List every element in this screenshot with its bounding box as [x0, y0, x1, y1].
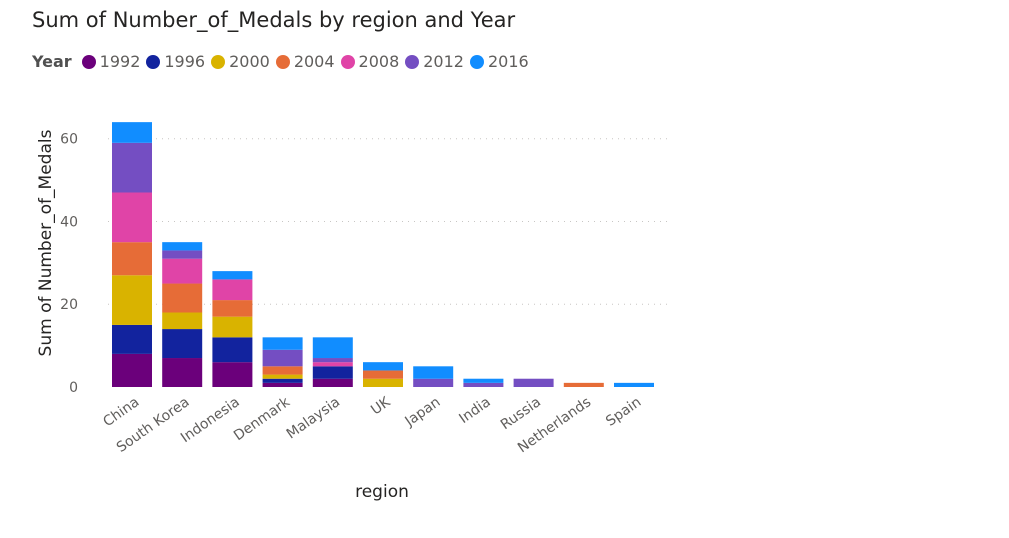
x-tick-label: UK [368, 394, 394, 419]
bar-segment-china-1992[interactable] [112, 353, 152, 387]
legend-label: 2016 [487, 52, 529, 71]
bar-segment-south-korea-1996[interactable] [162, 329, 203, 359]
bar-segment-indonesia-2004[interactable] [212, 300, 253, 317]
bar-segment-indonesia-1996[interactable] [212, 337, 253, 363]
x-axis-title: region [355, 482, 409, 502]
bar-segment-japan-2012[interactable] [413, 378, 454, 387]
bar-segment-south-korea-2012[interactable] [162, 250, 203, 259]
legend-item-1992[interactable]: 1992 [81, 52, 141, 71]
legend-item-1996[interactable]: 1996 [146, 52, 205, 71]
legend-label: 2012 [423, 52, 464, 71]
bar-segment-china-1996[interactable] [112, 324, 152, 354]
bar-segment-china-2008[interactable] [112, 192, 152, 243]
bar-segment-south-korea-2000[interactable] [162, 312, 203, 330]
legend-title: Year [32, 52, 72, 71]
bar-segment-indonesia-2016[interactable] [212, 271, 253, 280]
legend-dot [211, 54, 226, 69]
bar-segment-china-2016[interactable] [112, 122, 152, 143]
bar-segment-denmark-2000[interactable] [262, 374, 303, 379]
legend-dot [146, 54, 161, 69]
bar-segment-malaysia-2016[interactable] [312, 337, 353, 359]
bar-segment-uk-2016[interactable] [363, 362, 403, 371]
gridlines [108, 138, 672, 305]
legend-dot [469, 54, 484, 69]
legend-label: 2000 [229, 52, 270, 71]
bar-segment-uk-2000[interactable] [363, 378, 403, 387]
legend-item-2012[interactable]: 2012 [405, 52, 464, 71]
bar-segment-denmark-2012[interactable] [262, 349, 303, 367]
legend-item-2008[interactable]: 2008 [340, 52, 400, 71]
chart-title: Sum of Number_of_Medals by region and Ye… [32, 8, 516, 32]
legend-dot [81, 54, 96, 69]
bar-segment-japan-2016[interactable] [413, 366, 454, 379]
legend-label: 1992 [99, 52, 141, 71]
bar-segment-india-2016[interactable] [463, 378, 504, 383]
bar-segment-indonesia-2000[interactable] [212, 316, 253, 338]
bar-segment-china-2004[interactable] [112, 242, 152, 276]
y-tick-label: 20 [60, 297, 78, 313]
bar-segment-netherlands-2004[interactable] [563, 382, 604, 387]
bar-segment-indonesia-1992[interactable] [212, 362, 253, 387]
y-tick-label: 0 [69, 380, 78, 396]
bar-segment-india-2012[interactable] [463, 382, 504, 387]
x-tick-label: Spain [603, 394, 644, 430]
x-tick-label: India [456, 394, 493, 427]
y-tick-label: 60 [60, 132, 78, 148]
y-tick-label: 40 [60, 214, 78, 230]
bar-segment-malaysia-1992[interactable] [312, 378, 353, 387]
y-axis-ticks: 0 20 40 60 [60, 132, 78, 396]
legend: Year 1992 1996 2000 2004 2008 2012 2016 [32, 52, 535, 71]
bar-segment-indonesia-2008[interactable] [212, 279, 253, 301]
bar-segment-south-korea-2016[interactable] [162, 242, 203, 251]
x-tick-label: China [100, 394, 142, 430]
bar-segment-russia-2012[interactable] [513, 378, 554, 387]
bar-segment-south-korea-2004[interactable] [162, 283, 203, 313]
x-tick-label: Japan [402, 394, 444, 430]
legend-dot [340, 54, 355, 69]
bar-segment-malaysia-2008[interactable] [312, 362, 353, 367]
bars [112, 122, 654, 387]
legend-label: 1996 [164, 52, 206, 71]
bar-segment-denmark-1992[interactable] [262, 382, 303, 387]
bar-segment-china-2012[interactable] [112, 142, 152, 193]
bar-segment-denmark-1996[interactable] [262, 378, 303, 383]
bar-segment-china-2000[interactable] [112, 275, 152, 325]
y-axis-title: Sum of Number_of_Medals [36, 129, 56, 356]
bar-segment-denmark-2016[interactable] [262, 337, 303, 350]
bar-segment-denmark-2004[interactable] [262, 366, 303, 375]
x-tick-label: Denmark [231, 394, 294, 445]
legend-item-2016[interactable]: 2016 [469, 52, 529, 71]
legend-items: 1992 1996 2000 2004 2008 2012 2016 [81, 52, 535, 71]
bar-segment-malaysia-1996[interactable] [312, 366, 353, 379]
legend-label: 2008 [358, 52, 400, 71]
bar-segment-south-korea-1992[interactable] [162, 358, 203, 387]
bar-segment-uk-2004[interactable] [363, 370, 403, 379]
x-tick-label: Malaysia [284, 394, 343, 442]
legend-item-2004[interactable]: 2004 [275, 52, 335, 71]
bar-segment-south-korea-2008[interactable] [162, 258, 203, 284]
legend-label: 2004 [293, 52, 335, 71]
legend-dot [405, 54, 420, 69]
bar-segment-spain-2016[interactable] [614, 382, 654, 387]
legend-dot [275, 54, 290, 69]
bar-segment-malaysia-2012[interactable] [312, 358, 353, 363]
legend-item-2000[interactable]: 2000 [211, 52, 270, 71]
